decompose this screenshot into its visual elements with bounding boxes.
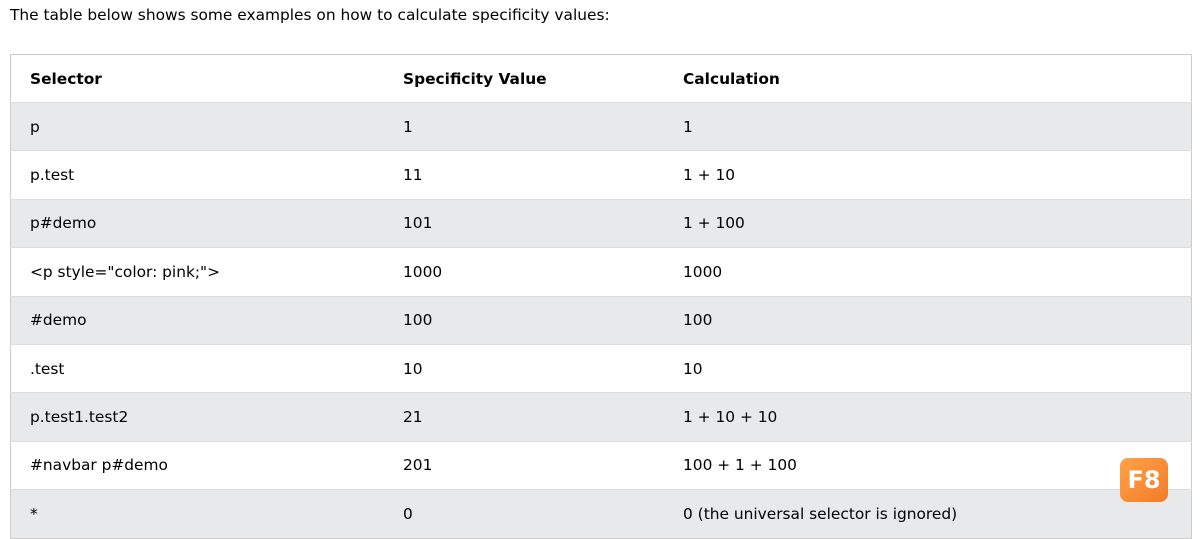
table-cell: 1 + 100 (683, 214, 745, 233)
table-cell: 100 (403, 311, 433, 330)
table-cell: .test (30, 359, 65, 378)
table-row: #demo 100 100 (10, 296, 1192, 345)
table-cell: 0 (403, 504, 413, 523)
table-row: .test 10 10 (10, 344, 1192, 392)
header-cell: Specificity Value (403, 69, 547, 88)
table-cell: 21 (403, 408, 423, 427)
table-cell: 101 (403, 214, 433, 233)
table-cell: 10 (683, 359, 703, 378)
header-cell: Selector (30, 69, 102, 88)
header-row: Selector Specificity Value Calculation (11, 55, 1192, 103)
table-row: p.test 11 1 + 10 (10, 150, 1192, 199)
table-cell: 1000 (403, 262, 443, 281)
table-cell: 100 (683, 311, 713, 330)
table-row: p 1 1 (10, 102, 1192, 151)
table-row: p#demo 101 1 + 100 (10, 199, 1192, 248)
table-row: * 0 0 (the universal selector is ignored) (10, 489, 1192, 539)
table-cell: #demo (30, 311, 87, 330)
header-cell: Calculation (683, 69, 780, 88)
table-cell: 100 + 1 + 100 (683, 456, 797, 475)
table-cell: 1000 (683, 262, 723, 281)
table-cell: p.test (30, 166, 75, 185)
table-cell: 201 (403, 456, 433, 475)
table-row: p.test1.test2 21 1 + 10 + 10 (10, 392, 1192, 442)
table-cell: 11 (403, 166, 423, 185)
table-cell: 0 (the universal selector is ignored) (683, 504, 958, 523)
table-cell: 1 + 10 + 10 (683, 408, 778, 427)
table-cell: 10 (403, 359, 423, 378)
table-cell: p.test1.test2 (30, 408, 129, 427)
table-cell: <p style="color: pink;"> (30, 262, 221, 281)
table-body: p 1 1 p.test 11 1 + 10 p#demo 101 1 + 100 <p styl… (10, 102, 1192, 539)
table-cell: 1 (683, 117, 693, 136)
table-cell: 1 (403, 117, 413, 136)
table-row: #navbar p#demo 201 100 + 1 + 100 (10, 441, 1192, 489)
table-cell: p (30, 117, 40, 136)
table-cell: #navbar p#demo (30, 456, 168, 475)
intro-text: The table below shows some examples on h… (10, 6, 610, 24)
f8-badge: F8 (1120, 458, 1168, 502)
table-cell: 1 + 10 (683, 166, 736, 185)
table-cell: p#demo (30, 214, 97, 233)
table-cell: * (30, 504, 38, 523)
table-row: <p style="color: pink;"> 1000 1000 (10, 247, 1192, 296)
